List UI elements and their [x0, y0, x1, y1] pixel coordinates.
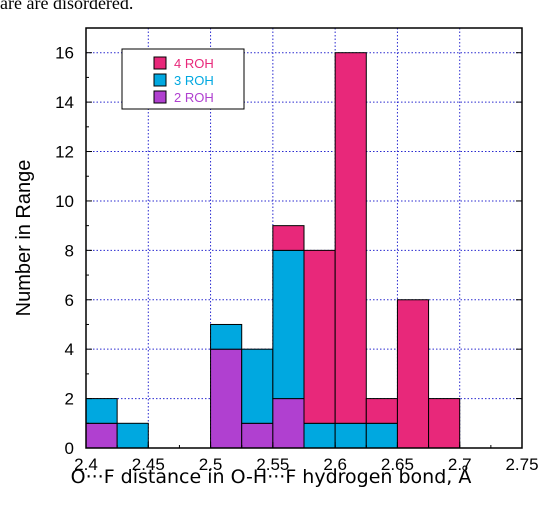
bar-segment-4-roh [303, 249, 336, 424]
bar-segment-3-roh [241, 348, 274, 424]
legend-swatch [153, 56, 167, 70]
legend-swatch [153, 90, 167, 104]
bar-segment-3-roh [116, 422, 149, 449]
legend-swatch [153, 73, 167, 87]
x-tick-label: 2.7 [448, 455, 472, 474]
legend-box [121, 48, 245, 110]
x-tick-label: 2.55 [256, 455, 289, 474]
x-tick-label: 2.65 [381, 455, 414, 474]
legend-label: 2 ROH [174, 90, 214, 105]
bar-segment-3-roh [303, 422, 336, 449]
bar-segment-3-roh [210, 323, 243, 350]
y-tick-label: 2 [65, 390, 74, 409]
y-tick-label: 4 [65, 340, 74, 359]
x-tick-label: 2.45 [132, 455, 165, 474]
x-tick-label: 2.4 [74, 455, 98, 474]
bar-segment-2-roh [85, 422, 118, 449]
bar-segment-3-roh [272, 249, 305, 400]
legend-label: 3 ROH [174, 73, 214, 88]
bar-segment-4-roh [365, 398, 398, 424]
bar-segment-4-roh [334, 52, 367, 424]
bar-segment-4-roh [396, 299, 430, 449]
y-tick-label: 6 [65, 291, 74, 310]
bar-segment-3-roh [334, 422, 367, 449]
axis-ticks: 2.4 2.45 2.5 2.55 2.6 2.65 2.7 2.75 0 2 4 6 8 10 12 14 1… [55, 44, 538, 474]
legend-label: 4 ROH [174, 56, 214, 71]
y-tick-label: 14 [55, 93, 74, 112]
y-tick-label: 0 [65, 439, 74, 458]
histogram-bars [85, 52, 461, 449]
bar-segment-2-roh [210, 348, 243, 449]
x-axis-label: O···F distance in O-H···F hydrogen bond,… [70, 466, 472, 488]
bar-segment-2-roh [241, 422, 274, 449]
bar-segment-3-roh [365, 422, 398, 449]
y-tick-label: 10 [55, 192, 74, 211]
y-tick-label: 16 [55, 44, 74, 63]
x-tick-label: 2.5 [199, 455, 223, 474]
caption-fragment: are are disordered. [0, 0, 134, 13]
x-tick-label: 2.6 [323, 455, 347, 474]
y-tick-label: 8 [65, 241, 74, 260]
y-tick-label: 12 [55, 143, 74, 162]
bar-segment-3-roh [85, 398, 118, 424]
x-tick-label: 2.75 [505, 455, 538, 474]
bar-segment-2-roh [272, 398, 305, 449]
bar-segment-4-roh [428, 398, 461, 449]
bar-segment-4-roh [272, 225, 305, 251]
y-axis-label: Number in Range [13, 160, 35, 317]
legend: 4 ROH 3 ROH 2 ROH [121, 48, 245, 110]
